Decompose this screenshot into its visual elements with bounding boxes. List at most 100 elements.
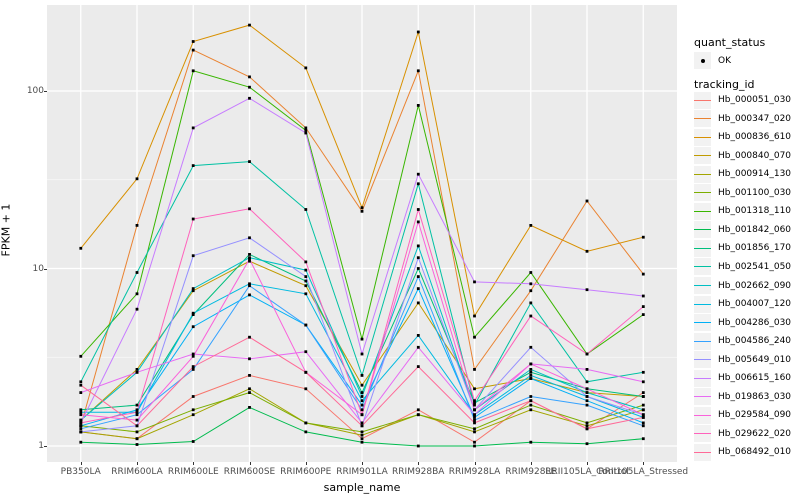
data-point[interactable] [473,280,476,284]
data-point[interactable] [360,206,364,210]
data-point[interactable] [248,335,251,339]
data-point[interactable] [191,354,195,358]
data-point[interactable] [473,416,476,419]
data-point[interactable] [529,370,533,374]
data-point[interactable] [473,427,476,431]
data-point[interactable] [248,391,251,394]
data-point[interactable] [585,368,589,371]
legend-key-Hb_000836_610[interactable] [694,128,711,146]
data-point[interactable] [416,244,420,248]
data-point[interactable] [248,96,251,100]
data-point[interactable] [529,377,533,380]
data-point[interactable] [529,301,533,305]
data-point[interactable] [135,403,139,407]
data-point[interactable] [191,164,195,167]
data-point[interactable] [529,403,533,407]
data-point[interactable] [529,399,533,403]
data-point[interactable] [191,368,195,371]
legend-key-Hb_004286_030[interactable] [694,314,711,332]
data-point[interactable] [304,129,308,132]
data-point[interactable] [191,395,195,398]
data-point[interactable] [135,437,139,441]
data-point[interactable] [79,440,83,444]
data-point[interactable] [191,40,195,43]
legend-key-Hb_001856_170[interactable] [694,239,711,257]
data-point[interactable] [641,395,645,398]
data-point[interactable] [585,380,589,384]
data-point[interactable] [641,305,645,308]
data-point[interactable] [360,352,364,356]
data-point[interactable] [135,177,139,181]
data-point[interactable] [416,334,420,337]
data-point[interactable] [191,408,195,412]
data-point[interactable] [248,282,251,286]
data-point[interactable] [360,437,364,441]
data-point[interactable] [416,345,420,349]
data-point[interactable] [135,424,139,428]
data-point[interactable] [79,410,83,414]
data-point[interactable] [473,399,476,403]
data-point[interactable] [304,323,308,327]
data-point[interactable] [79,421,83,425]
data-point[interactable] [304,370,308,374]
data-point[interactable] [304,430,308,434]
data-point[interactable] [360,374,364,377]
data-point[interactable] [191,413,195,417]
data-point[interactable] [79,418,83,422]
data-point[interactable] [473,421,476,425]
data-point[interactable] [416,30,420,34]
data-point[interactable] [79,391,83,394]
data-point[interactable] [191,287,195,290]
data-point[interactable] [360,408,364,412]
data-point[interactable] [135,443,139,446]
data-point[interactable] [529,289,533,293]
data-point[interactable] [529,314,533,318]
data-point[interactable] [248,257,251,261]
data-point[interactable] [585,288,589,292]
legend-key-Hb_029584_090[interactable] [694,406,711,424]
data-point[interactable] [360,209,364,213]
data-point[interactable] [191,217,195,221]
legend-key-Hb_000840_070[interactable] [694,147,711,165]
data-point[interactable] [191,440,195,443]
data-point[interactable] [641,416,645,419]
data-point[interactable] [304,279,308,283]
data-point[interactable] [473,418,476,422]
data-point[interactable] [641,272,645,276]
legend-key-Hb_000051_030[interactable] [694,91,711,109]
data-point[interactable] [416,444,420,448]
data-point[interactable] [641,413,645,417]
legend-key-Hb_001842_060[interactable] [694,221,711,239]
data-point[interactable] [360,421,364,425]
data-point[interactable] [360,383,364,387]
data-point[interactable] [135,307,139,311]
data-point[interactable] [416,220,420,224]
data-point[interactable] [360,391,364,394]
data-point[interactable] [248,284,251,288]
data-point[interactable] [416,275,420,278]
data-point[interactable] [416,182,420,186]
legend-key-Hb_019863_030[interactable] [694,388,711,406]
data-point[interactable] [585,352,589,356]
data-point[interactable] [360,413,364,417]
legend-key-Hb_006615_160[interactable] [694,369,711,387]
data-point[interactable] [641,380,645,384]
data-point[interactable] [248,236,251,240]
data-point[interactable] [191,313,195,316]
data-point[interactable] [416,104,420,107]
data-point[interactable] [529,271,533,274]
data-point[interactable] [641,370,645,374]
data-point[interactable] [529,345,533,349]
data-point[interactable] [473,444,476,448]
data-point[interactable] [529,374,533,377]
data-point[interactable] [585,399,589,403]
data-point[interactable] [641,421,645,425]
data-point[interactable] [529,408,533,412]
data-point[interactable] [529,362,533,366]
data-point[interactable] [304,268,308,272]
data-point[interactable] [529,368,533,371]
data-point[interactable] [79,246,83,250]
data-point[interactable] [416,208,420,211]
data-point[interactable] [360,395,364,398]
data-point[interactable] [135,418,139,422]
